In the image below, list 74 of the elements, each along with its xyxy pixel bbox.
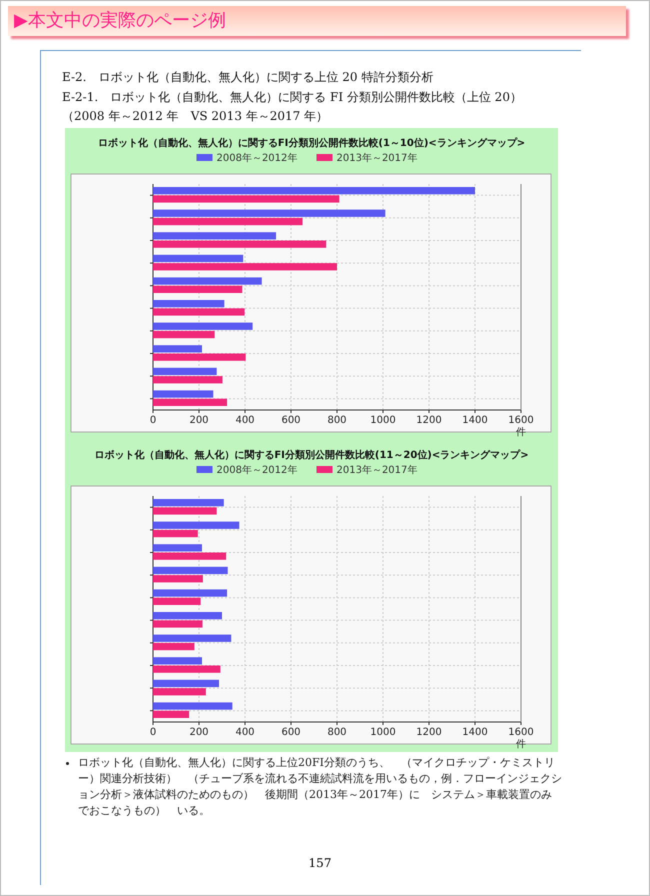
x-tick-label: 400	[235, 727, 255, 738]
bar	[153, 218, 302, 226]
bar	[153, 330, 215, 338]
x-axis-title: 件	[516, 427, 526, 438]
bar	[153, 566, 228, 574]
legend-label: 2008年～2012年	[216, 464, 298, 476]
x-tick-label: 400	[235, 415, 255, 426]
x-tick-label: 1600	[508, 415, 534, 426]
bar	[153, 634, 232, 642]
bar	[153, 277, 262, 285]
bar	[153, 499, 224, 506]
bar	[153, 642, 194, 650]
bar	[153, 620, 202, 628]
x-tick-label: 200	[189, 727, 209, 738]
chart-title: ロボット化（自動化、無人化）に関するFI分類別公開件数比較(1～10位)<ランキングマップ>	[98, 137, 526, 149]
bar	[153, 544, 202, 552]
bar	[153, 263, 337, 270]
bar	[153, 598, 201, 605]
x-tick-label: 0	[150, 415, 156, 426]
bar	[153, 210, 386, 217]
bar	[153, 195, 340, 203]
legend-label: 2008年～2012年	[216, 152, 298, 164]
x-tick-label: 1400	[462, 415, 488, 426]
bar	[153, 666, 220, 673]
x-tick-label: 1200	[416, 727, 442, 738]
bar	[153, 322, 253, 330]
text: ロボット化（自動化、無人化）に関する上位20FI分類のうち、 （マイクロチップ・ケミストリ	[78, 756, 555, 769]
text: ー）関連分析技術） （チューブ系を流れる不連続試料流を用いるもの，例．フローインジェクシ	[78, 772, 562, 785]
bar	[153, 232, 276, 240]
legend-label: 2013年～2017年	[336, 152, 418, 164]
bar	[153, 702, 232, 710]
bar	[153, 376, 222, 384]
bar	[153, 575, 203, 582]
bar	[153, 286, 242, 293]
text: E-2. ロボット化（自動化、無人化）に関する上位 20 特許分類分析	[62, 69, 434, 86]
bar	[153, 612, 222, 620]
bar	[153, 530, 198, 538]
bar	[153, 688, 206, 696]
text: ▶本文中の実際のページ例	[8, 6, 626, 36]
bar	[153, 240, 326, 248]
text: でおこなうもの） いる。	[78, 804, 210, 817]
x-axis-title: 件	[516, 739, 526, 750]
bar	[153, 345, 202, 352]
x-tick-label: 1000	[370, 415, 396, 426]
x-tick-label: 800	[327, 415, 347, 426]
x-tick-label: 800	[327, 727, 347, 738]
x-tick-label: 0	[150, 727, 156, 738]
bar	[153, 368, 217, 376]
x-tick-label: 1400	[462, 727, 488, 738]
x-tick-label: 1600	[508, 727, 534, 738]
legend-label: 2013年～2017年	[336, 464, 418, 476]
bar	[153, 522, 240, 529]
text: ョン分析＞液体試料のためのもの） 後期間（2013年～2017年）に システム＞車載装置のみ	[78, 788, 552, 801]
text: 157	[308, 856, 332, 870]
bar	[153, 680, 220, 688]
bar	[153, 354, 246, 361]
bar	[153, 390, 214, 398]
bar	[153, 187, 475, 194]
bar	[153, 300, 224, 308]
x-tick-label: 1200	[416, 415, 442, 426]
bar	[153, 507, 217, 515]
bar	[153, 589, 228, 597]
bar	[153, 254, 244, 262]
x-tick-label: 1000	[370, 727, 396, 738]
x-tick-label: 600	[281, 727, 301, 738]
bar	[153, 552, 226, 560]
x-tick-label: 200	[189, 415, 209, 426]
text: E-2-1. ロボット化（自動化、無人化）に関する FI 分類別公開件数比較（上位 20）（2008 年～2012 年 VS 2013 年～2017 年）	[62, 89, 523, 125]
bar	[153, 710, 190, 718]
bar	[153, 308, 245, 316]
chart-title: ロボット化（自動化、無人化）に関するFI分類別公開件数比較(11～20位)<ランキングマップ>	[94, 449, 529, 461]
bar	[153, 657, 202, 664]
bar	[153, 398, 228, 406]
x-tick-label: 600	[281, 415, 301, 426]
